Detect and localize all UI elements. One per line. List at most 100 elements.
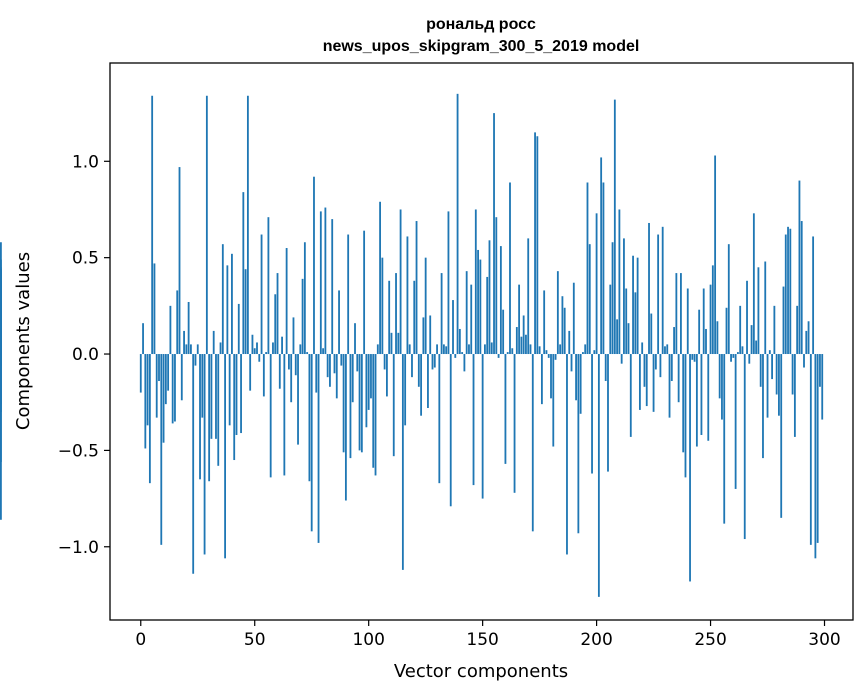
bars-group	[0, 93, 824, 597]
bar-231	[666, 344, 669, 355]
bar-111	[392, 354, 395, 457]
bar-115	[401, 354, 404, 570]
bar-67	[292, 317, 295, 355]
bar-171	[529, 344, 532, 355]
bar-42	[235, 354, 238, 435]
bar-237	[680, 273, 682, 355]
bar-77	[315, 354, 318, 393]
bar-37	[224, 354, 226, 559]
bar-116	[404, 354, 407, 426]
bar-9	[160, 354, 163, 545]
bar-195	[584, 344, 587, 355]
bar-216	[632, 255, 634, 355]
bar-91	[347, 234, 350, 355]
bar-47	[246, 95, 249, 355]
bar-53	[260, 234, 263, 355]
bar-129	[433, 354, 436, 368]
bar-107	[383, 354, 386, 370]
bar-97	[360, 354, 363, 453]
bar-217	[634, 292, 637, 355]
bar-146	[472, 354, 475, 486]
bar-135	[447, 211, 450, 355]
bar-234	[673, 327, 675, 355]
bar-246	[700, 354, 703, 435]
bar-141	[461, 352, 464, 355]
bar-4	[148, 354, 151, 484]
bar-202	[600, 157, 603, 355]
bar-220	[641, 342, 644, 355]
bar-151	[484, 344, 486, 355]
bar-180	[550, 354, 552, 399]
bar-259	[730, 354, 732, 362]
bar-283	[784, 234, 787, 355]
bar-38	[226, 265, 229, 355]
bar-252	[714, 155, 717, 355]
bar-253	[716, 321, 719, 355]
bar-200	[595, 213, 598, 355]
y-tick-label: 0.5	[72, 249, 99, 269]
bar-27	[201, 354, 204, 418]
bar-49	[251, 334, 254, 355]
bar-297	[816, 354, 819, 543]
bar-206	[609, 284, 612, 355]
bar-28	[203, 354, 206, 555]
bar-226	[654, 354, 657, 370]
bar-286	[791, 354, 794, 395]
bar-176	[540, 354, 543, 405]
bar-184	[559, 344, 562, 355]
bar-238	[682, 354, 685, 453]
bar-225	[652, 354, 655, 412]
bar-2	[144, 354, 147, 449]
bar-106	[381, 257, 384, 355]
bar-267	[748, 354, 751, 364]
bar-155	[493, 113, 495, 355]
bar-255	[721, 354, 723, 420]
bar-75	[310, 354, 313, 532]
bar-32	[212, 330, 215, 355]
bar-298	[819, 354, 821, 387]
bar-73	[306, 352, 309, 355]
x-tick-label: 250	[694, 630, 726, 650]
bar-154	[490, 342, 493, 355]
bar-52	[258, 354, 261, 362]
bar-55	[265, 352, 268, 355]
bar-121	[415, 221, 418, 355]
bar-236	[677, 354, 680, 403]
bar-221	[643, 354, 646, 387]
bar-230	[664, 346, 666, 355]
bar-205	[607, 354, 609, 472]
bar-275	[766, 354, 769, 418]
bar-36	[221, 244, 224, 355]
bar-108	[386, 354, 388, 397]
bar-109	[388, 280, 391, 355]
bar-194	[582, 352, 584, 355]
bar-251	[711, 265, 714, 355]
bar-81	[324, 207, 327, 355]
bar-144	[468, 344, 470, 355]
bar-245	[698, 309, 701, 355]
bar-183	[556, 271, 559, 355]
bar-244	[695, 354, 698, 447]
bar-12	[167, 354, 170, 391]
bar-5	[151, 95, 154, 355]
bar-120	[413, 280, 416, 355]
bar-177	[543, 290, 546, 355]
bar-92	[349, 354, 352, 459]
bar-74	[308, 354, 311, 482]
bar-174	[536, 136, 539, 355]
bar-280	[778, 354, 780, 416]
bar-71	[301, 278, 304, 355]
y-tick-label: 1.0	[72, 152, 99, 172]
bar-167	[520, 336, 523, 355]
bar-51	[256, 342, 258, 355]
bar-113	[397, 332, 400, 355]
bar-23	[192, 354, 195, 574]
bar-100	[367, 354, 370, 410]
bar-165	[515, 327, 518, 355]
bar-39	[228, 354, 231, 426]
bar-13	[169, 305, 172, 355]
bar-76	[313, 176, 315, 355]
bar-147	[474, 209, 477, 355]
bar-143	[465, 271, 468, 355]
bar-41	[233, 354, 236, 461]
